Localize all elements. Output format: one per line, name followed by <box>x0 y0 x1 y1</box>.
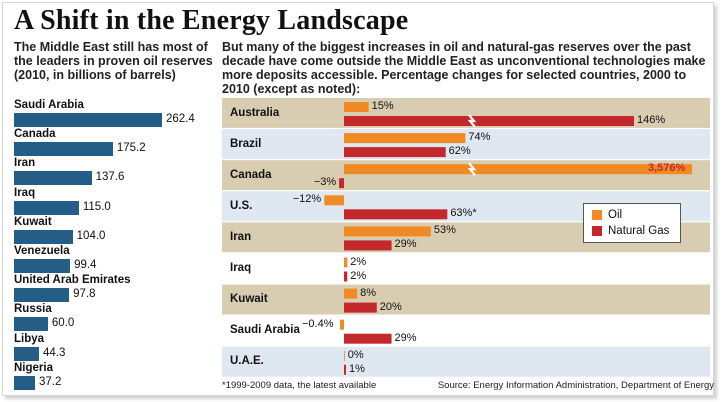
reserves-bar-united-arab-emirates <box>14 288 70 303</box>
band-brazil <box>222 129 710 159</box>
country-label-u-s: U.S. <box>230 199 253 212</box>
reserves-bar-libya <box>14 346 39 361</box>
legend-label-oil: Oil <box>608 209 623 221</box>
reserves-label-venezuela: Venezuela <box>14 245 70 257</box>
band-saudi-arabia <box>222 315 710 346</box>
legend-swatch-gas <box>592 226 602 236</box>
country-label-brazil: Brazil <box>230 137 262 150</box>
reserves-bar-kuwait <box>14 229 73 244</box>
reserves-label-russia: Russia <box>14 303 52 316</box>
natural-gas-value-iraq: 2% <box>350 269 367 282</box>
oil-bar-saudi-arabia <box>340 319 344 330</box>
oil-bar-kuwait <box>344 288 358 299</box>
axis-break-natural-gas-australia <box>467 114 477 128</box>
oil-value-u-a-e: 0% <box>347 348 364 361</box>
natural-gas-value-brazil: 62% <box>448 145 471 158</box>
band-iraq <box>222 253 710 284</box>
oil-value-iran: 53% <box>433 224 456 237</box>
reserves-value-russia: 60.0 <box>51 317 75 330</box>
reserves-bar-iraq <box>14 200 79 215</box>
natural-gas-value-saudi-arabia: 29% <box>394 331 417 344</box>
oil-bar-canada <box>344 164 692 175</box>
country-label-kuwait: Kuwait <box>230 293 268 306</box>
reserves-label-iraq: Iraq <box>14 186 36 199</box>
oil-value-saudi-arabia: −0.4% <box>302 317 334 330</box>
oil-value-u-s: −12% <box>292 193 322 206</box>
natural-gas-bar-saudi-arabia <box>344 333 392 344</box>
reserves-value-iran: 137.6 <box>95 171 125 184</box>
natural-gas-value-australia: 146% <box>637 114 666 126</box>
reserves-label-united-arab-emirates: United Arab Emirates <box>14 274 131 287</box>
reserves-label-kuwait: Kuwait <box>14 215 52 228</box>
oil-bar-u-s <box>324 195 344 206</box>
country-label-u-a-e: U.A.E. <box>230 355 264 368</box>
chart-title: A Shift in the Energy Landscape <box>14 5 409 36</box>
reserves-bar-iran <box>14 171 92 186</box>
natural-gas-value-iran: 29% <box>394 238 417 251</box>
oil-value-canada: 3,576% <box>648 162 686 175</box>
oil-value-brazil: 74% <box>468 131 491 144</box>
reserves-value-canada: 175.2 <box>116 142 146 155</box>
natural-gas-bar-brazil <box>344 147 446 158</box>
footnote: *1999-2009 data, the latest available <box>222 380 377 391</box>
band-u-a-e <box>222 346 710 377</box>
reserves-value-kuwait: 104.0 <box>76 229 106 242</box>
country-label-australia: Australia <box>230 106 280 119</box>
natural-gas-bar-iraq <box>344 271 348 282</box>
reserves-value-saudi-arabia: 262.4 <box>166 113 195 125</box>
natural-gas-value-kuwait: 20% <box>379 300 402 313</box>
reserves-label-iran: Iran <box>14 157 36 170</box>
reserves-value-iraq: 115.0 <box>82 200 111 213</box>
natural-gas-bar-canada <box>339 178 344 189</box>
natural-gas-bar-australia <box>344 116 634 126</box>
reserves-bar-canada <box>14 142 113 157</box>
reserves-bar-russia <box>14 317 48 332</box>
legend-swatch-oil <box>592 210 602 220</box>
reserves-label-saudi-arabia: Saudi Arabia <box>14 99 84 111</box>
source-note: Source: Energy Information Administratio… <box>437 380 714 391</box>
natural-gas-value-u-a-e: 1% <box>349 362 365 375</box>
reserves-value-nigeria: 37.2 <box>38 375 62 388</box>
legend-item-gas: Natural Gas <box>592 225 669 237</box>
natural-gas-bar-u-a-e <box>344 364 346 375</box>
country-label-canada: Canada <box>230 168 272 181</box>
natural-gas-bar-u-s <box>344 209 448 220</box>
natural-gas-bar-kuwait <box>344 302 377 313</box>
axis-break-oil-canada <box>467 162 477 176</box>
country-label-iran: Iran <box>230 230 252 243</box>
reserves-value-venezuela: 99.4 <box>74 259 97 271</box>
left-intro: The Middle East still has most of the le… <box>14 40 213 82</box>
oil-bar-iran <box>344 226 431 237</box>
reserves-bar-saudi-arabia <box>14 113 162 127</box>
legend-label-gas: Natural Gas <box>608 225 670 237</box>
reserves-value-libya: 44.3 <box>42 346 66 359</box>
oil-bar-u-a-e <box>344 350 345 361</box>
legend: Oil Natural Gas <box>583 203 681 243</box>
natural-gas-bar-iran <box>344 240 392 251</box>
reserves-label-canada: Canada <box>14 128 56 141</box>
oil-value-kuwait: 8% <box>360 286 377 299</box>
reserves-label-nigeria: Nigeria <box>14 361 53 374</box>
reserves-bar-nigeria <box>14 375 35 390</box>
legend-item-oil: Oil <box>592 209 622 221</box>
country-label-iraq: Iraq <box>230 262 252 275</box>
reserves-bar-venezuela <box>14 259 71 273</box>
reserves-label-libya: Libya <box>14 332 45 345</box>
band-kuwait <box>222 284 710 315</box>
oil-value-iraq: 2% <box>350 255 367 268</box>
right-intro: But many of the biggest increases in oil… <box>222 40 706 96</box>
oil-bar-brazil <box>344 133 466 144</box>
reserves-value-united-arab-emirates: 97.8 <box>73 288 96 301</box>
natural-gas-value-canada: −3% <box>313 176 337 189</box>
natural-gas-value-u-s: 63%* <box>450 207 477 220</box>
oil-bar-iraq <box>344 257 348 268</box>
oil-bar-australia <box>344 102 369 112</box>
oil-value-australia: 15% <box>371 100 394 112</box>
country-label-saudi-arabia: Saudi Arabia <box>230 324 300 337</box>
